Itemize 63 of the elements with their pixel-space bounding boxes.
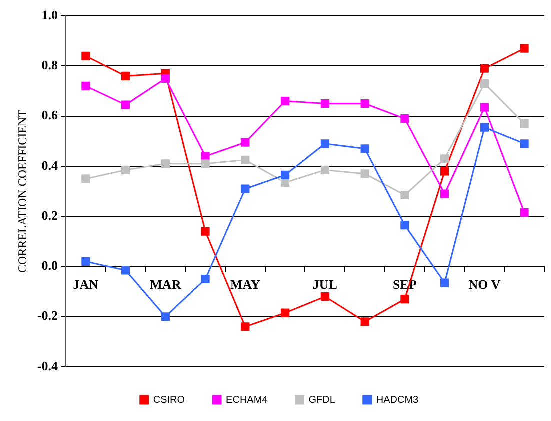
y-tick-label: 0.6 [42,108,58,123]
y-tick-label: 0.2 [42,208,58,223]
point [201,227,210,236]
y-axis-title: CORRELATION COEFFICIENT [15,109,30,274]
point [360,318,370,326]
point [360,144,370,154]
point [241,322,250,332]
point [520,120,529,128]
point [400,114,410,124]
point [241,138,250,147]
point [201,160,210,168]
point [440,190,450,198]
legend-label: HADCM3 [376,394,420,406]
point [122,266,130,275]
point [360,170,370,178]
point [320,140,330,148]
point [440,167,450,176]
point [82,257,90,266]
legend-label: ECHAM4 [226,394,268,406]
point [400,295,410,304]
point [82,174,90,184]
y-tick-label: 1.0 [42,7,58,22]
legend-label: CSIRO [153,394,186,406]
y-tick-label: -0.4 [37,358,58,374]
x-tick-label: JUL [312,276,338,292]
point [520,140,529,148]
point [400,221,410,230]
point [82,82,90,90]
point [480,79,489,88]
point [241,184,250,194]
point [161,312,170,322]
point [161,74,170,83]
point [122,100,130,110]
point [201,274,210,284]
point [122,72,130,80]
point [122,166,130,174]
x-tick-label: MAY [230,276,261,292]
x-tick-label: NO V [468,276,502,292]
y-tick-label: -0.2 [37,308,58,324]
point [82,52,90,60]
point [360,99,370,108]
y-tick-label: 0.0 [42,258,58,274]
y-tick-label: 0.4 [42,158,58,173]
point [320,99,330,108]
point [440,154,450,164]
legend-label: GFDL [308,394,336,406]
point [480,123,489,132]
x-tick-label: JAN [73,276,100,292]
point [520,44,529,53]
point [241,156,250,164]
point [520,208,529,218]
point [440,278,450,288]
point [281,96,290,106]
point [320,166,330,174]
x-tick-label: MAR [150,276,182,292]
point [480,103,489,112]
point [281,308,290,318]
point [400,190,410,200]
point [320,292,330,302]
point [161,160,170,168]
point [281,170,290,180]
point [480,64,489,73]
y-tick-label: 0.8 [42,58,58,72]
